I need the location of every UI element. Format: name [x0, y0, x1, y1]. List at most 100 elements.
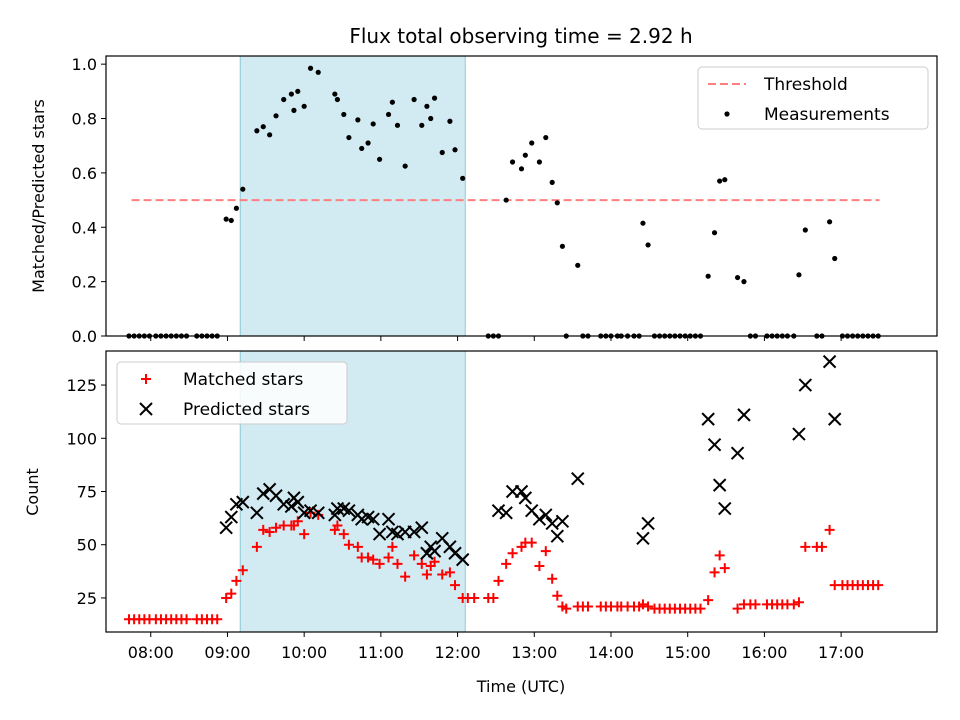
data-point-x	[427, 544, 442, 558]
data-point-plus	[181, 614, 192, 625]
data-point	[640, 220, 646, 226]
data-point-x	[407, 525, 421, 539]
data-point-x	[571, 472, 585, 486]
data-point	[419, 122, 425, 128]
data-point-plus	[352, 541, 363, 552]
data-point	[365, 140, 371, 146]
data-point	[518, 166, 525, 172]
data-point-x	[707, 437, 722, 452]
axes-frame	[105, 55, 938, 337]
data-point-x	[372, 527, 387, 541]
data-point	[315, 69, 321, 75]
data-point-plus	[501, 558, 512, 569]
data-point-x	[730, 446, 745, 460]
data-point-x	[555, 514, 570, 529]
data-point	[711, 230, 718, 236]
data-point-x	[236, 495, 250, 509]
legend: Threshold Measurements	[697, 66, 929, 130]
data-point-x	[828, 412, 842, 426]
data-point-x	[518, 491, 533, 505]
data-point-x	[366, 512, 380, 526]
data-point-x	[250, 506, 264, 520]
data-point	[575, 262, 581, 268]
legend-swatch	[139, 402, 153, 416]
data-point-plus	[416, 558, 427, 569]
data-point-x	[499, 506, 513, 520]
data-point	[549, 179, 555, 186]
data-point-plus	[695, 603, 706, 614]
series-matched-stars	[124, 507, 884, 625]
data-point-plus	[271, 522, 282, 533]
data-point	[341, 111, 347, 118]
data-point	[394, 122, 401, 128]
data-point-plus	[421, 569, 432, 580]
y-tick-label: 0.2	[72, 273, 97, 292]
data-point-plus	[547, 573, 558, 584]
data-point	[240, 186, 246, 192]
data-point-x	[390, 527, 405, 541]
data-point	[402, 163, 408, 169]
data-point-plus	[338, 529, 349, 540]
data-point-plus	[231, 575, 242, 586]
data-point	[529, 140, 535, 146]
data-point-x	[641, 516, 655, 531]
x-tick-label: 17:00	[818, 643, 864, 662]
y-tick-label: 0.6	[72, 164, 97, 183]
data-point	[223, 216, 229, 222]
data-point-x	[311, 506, 325, 520]
data-point-plus	[444, 567, 455, 578]
data-point	[307, 65, 314, 71]
data-point-x	[514, 484, 529, 499]
data-point-x	[545, 516, 559, 531]
data-point-x	[712, 478, 727, 492]
data-point-x	[291, 495, 305, 509]
series-predicted-stars	[219, 354, 842, 567]
data-point-x	[415, 520, 429, 535]
ratio-panel: 0.0 0.2 0.4 0.6 0.8 1.0 Threshold Measurements	[72, 55, 938, 346]
data-point-plus	[488, 592, 499, 603]
data-point-x	[381, 512, 396, 526]
data-point-plus	[873, 580, 884, 591]
data-point-plus	[221, 592, 232, 603]
data-point	[288, 91, 294, 97]
data-point-x	[420, 546, 434, 560]
chart-title: Flux total observing time = 2.92 h	[349, 24, 692, 48]
shaded-region	[239, 55, 466, 337]
data-point-x	[636, 531, 650, 546]
data-point-plus	[703, 595, 714, 606]
data-point	[295, 88, 301, 94]
data-point	[536, 159, 542, 165]
data-point-x	[539, 508, 553, 522]
data-point	[334, 96, 341, 103]
data-point	[254, 128, 260, 134]
y-tick-label: 0.0	[72, 327, 97, 346]
data-point-x	[792, 427, 806, 441]
data-point-plus	[437, 569, 448, 580]
data-point-plus	[732, 603, 743, 614]
y-tick-label: 125	[66, 376, 97, 395]
data-point-plus	[540, 546, 551, 557]
data-point	[281, 96, 287, 103]
legend-swatch	[724, 111, 730, 117]
x-tick-label: 16:00	[741, 643, 787, 662]
data-point	[424, 103, 430, 109]
y-tick-label: 1.0	[72, 55, 97, 74]
data-point	[717, 178, 723, 184]
data-point-x	[822, 354, 837, 369]
data-point	[741, 279, 747, 285]
data-point-plus	[469, 592, 480, 603]
data-point-x	[330, 501, 345, 516]
data-point	[509, 159, 516, 165]
data-point-x	[303, 503, 318, 518]
y-tick-label: 50	[77, 536, 97, 555]
data-point	[431, 95, 438, 101]
x-tick-label: 15:00	[665, 643, 711, 662]
data-point-x	[737, 408, 751, 422]
y-tick-label: 25	[77, 589, 97, 608]
data-point-plus	[561, 603, 572, 614]
data-point-plus	[582, 601, 593, 612]
data-point	[428, 115, 434, 122]
data-point-plus	[816, 541, 827, 552]
data-point	[411, 96, 417, 103]
data-point-x	[701, 412, 715, 426]
